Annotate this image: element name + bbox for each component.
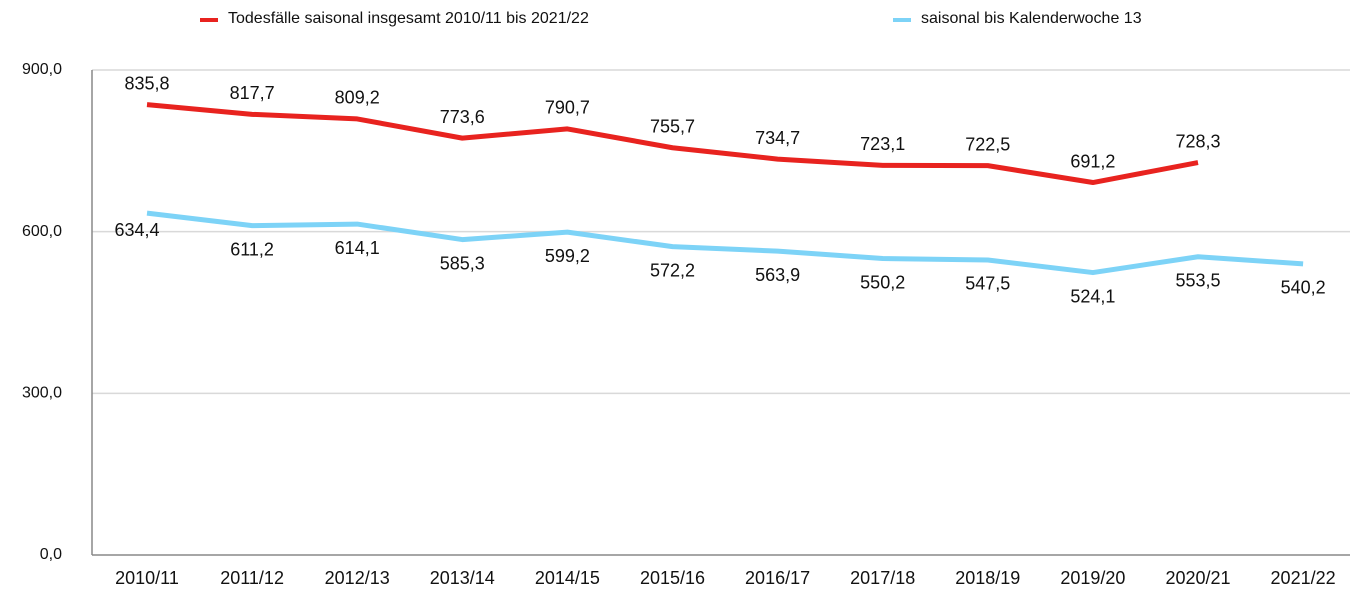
y-tick-label: 900,0 <box>22 61 62 78</box>
data-label: 634,4 <box>114 220 159 240</box>
data-label: 572,2 <box>650 260 695 280</box>
data-label: 547,5 <box>965 274 1010 294</box>
x-tick-label: 2018/19 <box>955 568 1020 588</box>
data-label: 790,7 <box>545 98 590 118</box>
data-label: 773,6 <box>440 107 485 127</box>
data-label: 723,1 <box>860 134 905 154</box>
x-tick-label: 2019/20 <box>1060 568 1125 588</box>
data-label: 553,5 <box>1175 270 1220 290</box>
x-tick-label: 2013/14 <box>430 568 495 588</box>
x-tick-label: 2021/22 <box>1271 568 1336 588</box>
data-label: 817,7 <box>230 83 275 103</box>
data-label: 585,3 <box>440 253 485 273</box>
legend-label: Todesfälle saisonal insgesamt 2010/11 bi… <box>228 10 589 27</box>
x-tick-label: 2010/11 <box>115 568 179 588</box>
y-tick-label: 300,0 <box>22 385 62 402</box>
data-label: 755,7 <box>650 117 695 137</box>
x-tick-label: 2016/17 <box>745 568 810 588</box>
data-label: 540,2 <box>1281 278 1326 298</box>
data-label: 563,9 <box>755 265 800 285</box>
x-tick-label: 2015/16 <box>640 568 705 588</box>
data-label: 734,7 <box>755 128 800 148</box>
data-label: 728,3 <box>1175 131 1220 151</box>
data-label: 614,1 <box>335 238 380 258</box>
data-label: 809,2 <box>335 88 380 108</box>
y-tick-label: 0,0 <box>40 546 62 563</box>
x-tick-label: 2012/13 <box>325 568 390 588</box>
legend-label: saisonal bis Kalenderwoche 13 <box>921 10 1142 27</box>
data-label: 599,2 <box>545 246 590 266</box>
data-label: 691,2 <box>1070 151 1115 171</box>
x-tick-label: 2017/18 <box>850 568 915 588</box>
y-tick-label: 600,0 <box>22 223 62 240</box>
data-label: 835,8 <box>124 73 169 93</box>
x-tick-label: 2011/12 <box>220 568 284 588</box>
data-label: 550,2 <box>860 272 905 292</box>
data-label: 722,5 <box>965 134 1010 154</box>
data-label: 524,1 <box>1070 286 1115 306</box>
series-line <box>146 210 1304 276</box>
data-label: 611,2 <box>230 239 274 259</box>
series-line <box>146 102 1199 186</box>
x-tick-label: 2014/15 <box>535 568 600 588</box>
x-tick-label: 2020/21 <box>1165 568 1230 588</box>
